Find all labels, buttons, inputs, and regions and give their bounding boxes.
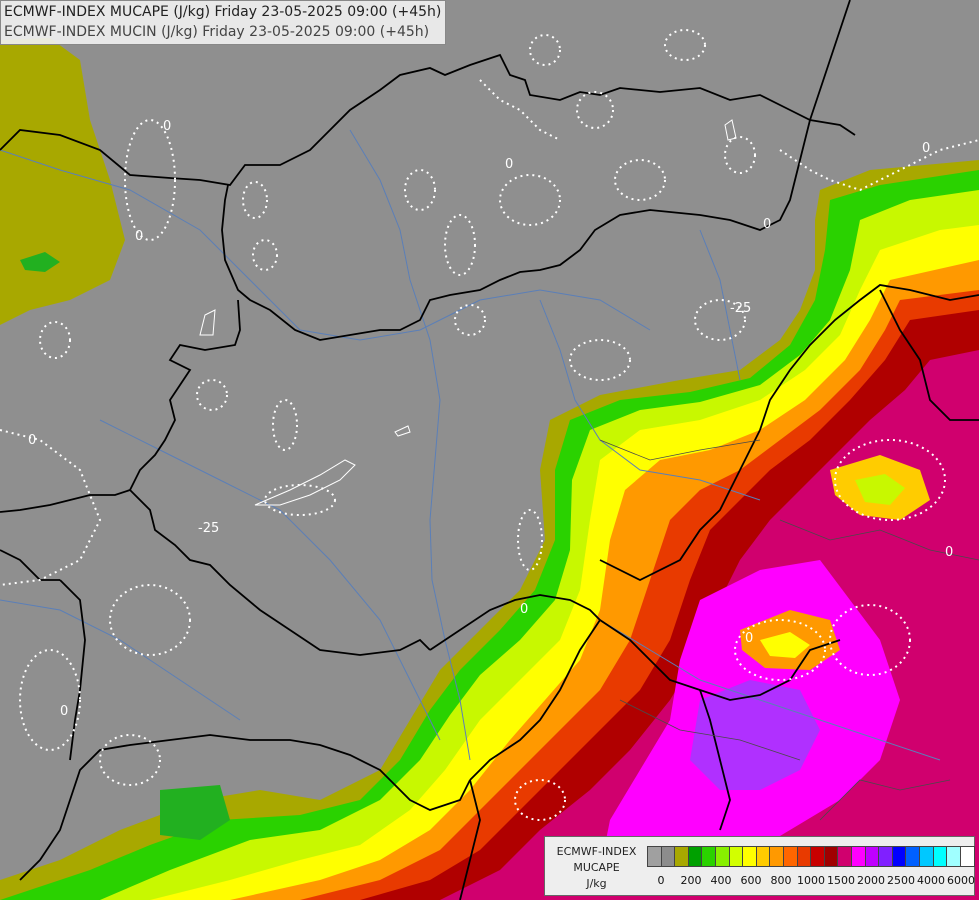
mucape-title: ECMWF-INDEX MUCAPE (J/kg) Friday 23-05-2…: [4, 4, 442, 20]
cape-band-violet: [690, 680, 820, 790]
contour-label: -25: [730, 301, 751, 316]
lake-outlines: [199, 119, 737, 506]
legend-unit: J/kg: [586, 877, 607, 890]
contour-label: 0: [945, 545, 953, 560]
contour-label: -25: [198, 521, 219, 536]
legend-tick-label: 2500: [887, 874, 915, 887]
contour-label: 0: [922, 141, 930, 156]
legend-tick-label: 4000: [917, 874, 945, 887]
contour-labels: 0 0 0 0 0 0 0 0 -25 -25 0 0: [28, 119, 953, 719]
cape-field-west: [0, 38, 125, 325]
legend-tick-label: 1000: [797, 874, 825, 887]
mucin-contours: [0, 29, 979, 821]
region-borders: [599, 439, 979, 821]
contour-label: 0: [745, 631, 753, 646]
legend-swatch: [959, 846, 975, 867]
contour-label: 0: [60, 704, 68, 719]
cape-cell-east-core: [855, 474, 905, 505]
cape-cell-south-core: [760, 632, 810, 658]
cape-cell-southwest: [160, 785, 230, 840]
contour-label: 0: [763, 217, 771, 232]
mucin-title: ECMWF-INDEX MUCIN (J/kg) Friday 23-05-20…: [4, 24, 430, 40]
legend-variable: MUCAPE: [573, 861, 620, 874]
legend-tick-label: 2000: [857, 874, 885, 887]
contour-label: 0: [505, 157, 513, 172]
legend-tick-label: 600: [740, 874, 762, 887]
contour-label: 0: [520, 602, 528, 617]
cape-cell-west: [20, 252, 60, 272]
contour-label: 0: [28, 433, 36, 448]
contour-label: 0: [135, 229, 143, 244]
legend-tick-label: 1500: [827, 874, 855, 887]
color-legend: ECMWF-INDEX MUCAPE J/kg 0 200 400 600 800 100…: [544, 836, 975, 896]
contour-label: 0: [163, 119, 171, 134]
legend-tick-label: 200: [680, 874, 702, 887]
legend-tick-label: 800: [770, 874, 792, 887]
legend-tick-label: 0: [657, 874, 665, 887]
legend-title: ECMWF-INDEX: [556, 845, 637, 858]
legend-tick-label: 400: [710, 874, 732, 887]
legend-tick-label: 6000: [947, 874, 975, 887]
map-title-box: ECMWF-INDEX MUCAPE (J/kg) Friday 23-05-2…: [0, 0, 447, 45]
